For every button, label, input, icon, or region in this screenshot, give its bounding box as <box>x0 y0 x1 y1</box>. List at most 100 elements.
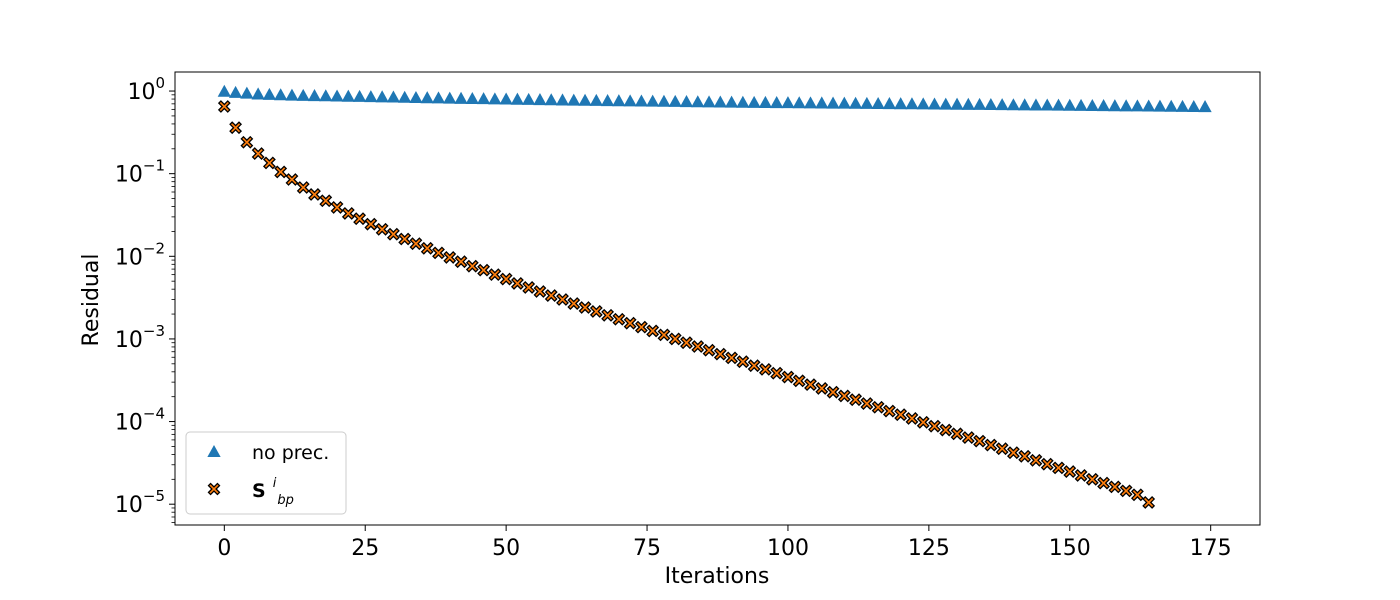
data-point-sbp <box>465 259 479 273</box>
data-point-sbp <box>477 263 491 277</box>
data-point-sbp <box>386 227 400 241</box>
data-point-no-prec <box>634 94 649 107</box>
data-point-no-prec <box>871 96 885 109</box>
data-point-sbp <box>995 442 1009 456</box>
legend-label-sbp-base: S <box>252 480 266 502</box>
data-point-no-prec <box>995 98 1009 111</box>
data-point-sbp <box>623 316 637 330</box>
data-point-no-prec <box>578 93 592 106</box>
data-point-no-prec <box>465 91 479 105</box>
data-point-sbp <box>589 305 603 318</box>
data-point-no-prec <box>251 87 265 100</box>
data-point-no-prec <box>972 97 987 110</box>
data-point-sbp <box>747 359 761 373</box>
data-point-no-prec <box>386 90 401 103</box>
data-point-sbp <box>1119 484 1133 498</box>
data-point-sbp <box>364 217 378 231</box>
data-point-no-prec <box>1074 98 1088 111</box>
legend-label-no-prec: no prec. <box>252 442 329 464</box>
data-point-no-prec <box>1085 98 1099 111</box>
data-point-no-prec <box>826 96 840 109</box>
data-point-sbp <box>905 412 919 425</box>
data-point-sbp <box>1063 465 1077 479</box>
data-point-sbp <box>781 370 795 384</box>
data-point-sbp <box>499 272 513 286</box>
data-point-no-prec <box>1164 99 1178 112</box>
data-point-sbp <box>860 397 874 411</box>
data-point-no-prec <box>646 94 660 107</box>
data-point-no-prec <box>1119 99 1133 112</box>
data-point-no-prec <box>1142 99 1156 112</box>
data-point-sbp <box>961 431 975 444</box>
data-point-sbp <box>668 332 682 346</box>
data-point-sbp <box>736 355 750 369</box>
data-point-sbp <box>398 232 412 246</box>
y-axis: 100 10−1 10−2 10−3 10−4 10−5 <box>115 74 175 523</box>
y-tick-label: 10−3 <box>115 322 165 353</box>
data-point-no-prec <box>984 97 998 111</box>
data-point-no-prec <box>600 94 615 107</box>
data-point-sbp <box>1130 488 1144 502</box>
data-point-sbp <box>420 241 434 255</box>
data-point-sbp <box>274 165 288 179</box>
data-point-no-prec <box>657 94 671 107</box>
data-point-sbp <box>1040 457 1054 471</box>
data-point-no-prec <box>702 95 716 108</box>
y-tick-label: 10−1 <box>115 157 165 188</box>
data-point-no-prec <box>420 91 434 104</box>
data-point-no-prec <box>961 97 975 110</box>
data-point-sbp <box>849 393 863 407</box>
x-axis-label: Iterations <box>665 564 770 589</box>
y-tick-label: 10−4 <box>115 405 165 436</box>
data-point-sbp <box>578 301 592 314</box>
data-point-no-prec <box>476 92 491 105</box>
data-point-sbp <box>1142 496 1156 509</box>
data-point-sbp <box>510 276 524 290</box>
data-point-sbp <box>939 423 953 437</box>
data-point-sbp <box>601 308 615 322</box>
legend: no prec. S i bp <box>185 431 347 515</box>
data-point-no-prec <box>499 92 513 105</box>
data-point-sbp <box>634 320 648 334</box>
data-point-no-prec <box>488 92 502 105</box>
data-point-no-prec <box>882 97 897 110</box>
data-point-no-prec <box>341 89 355 102</box>
data-point-no-prec <box>781 96 795 109</box>
data-point-sbp <box>725 351 739 365</box>
legend-x-shape <box>207 482 221 496</box>
data-point-no-prec <box>1096 99 1111 112</box>
legend-triangle-marker <box>207 445 221 458</box>
data-point-no-prec <box>510 92 525 105</box>
data-point-sbp <box>240 135 254 149</box>
data-point-sbp <box>567 297 581 310</box>
data-point-sbp <box>916 415 930 429</box>
data-point-no-prec <box>724 95 739 108</box>
x-tick-label: 150 <box>1049 536 1091 561</box>
legend-label-sbp-sup: i <box>273 476 277 491</box>
data-point-no-prec <box>747 95 761 108</box>
data-point-no-prec <box>1018 98 1032 111</box>
data-point-sbp <box>950 427 964 441</box>
data-point-no-prec <box>939 97 953 110</box>
data-point-no-prec <box>409 90 423 103</box>
data-point-no-prec <box>296 88 310 101</box>
data-point-sbp <box>1108 480 1122 494</box>
data-point-no-prec <box>612 94 626 107</box>
data-point-sbp <box>646 324 660 338</box>
data-point-no-prec <box>894 97 908 110</box>
y-tick-label: 10−2 <box>115 239 165 270</box>
legend-label-sbp: S i bp <box>252 470 294 508</box>
data-point-no-prec <box>352 89 367 102</box>
legend-label-sbp-sub: bp <box>277 493 294 508</box>
data-point-no-prec <box>274 88 288 101</box>
data-point-sbp <box>432 246 445 260</box>
data-point-sbp <box>262 156 276 170</box>
data-point-no-prec <box>262 87 277 100</box>
data-point-no-prec <box>375 90 389 103</box>
data-point-sbp <box>680 336 693 350</box>
data-point-no-prec <box>240 86 254 99</box>
x-tick-label: 25 <box>351 536 379 561</box>
y-axis-label: Residual <box>79 254 104 347</box>
x-tick-label: 100 <box>767 536 809 561</box>
